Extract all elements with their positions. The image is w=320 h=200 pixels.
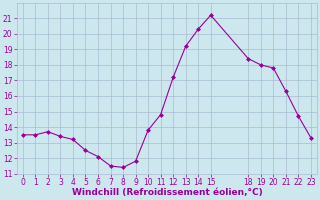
X-axis label: Windchill (Refroidissement éolien,°C): Windchill (Refroidissement éolien,°C) <box>72 188 262 197</box>
